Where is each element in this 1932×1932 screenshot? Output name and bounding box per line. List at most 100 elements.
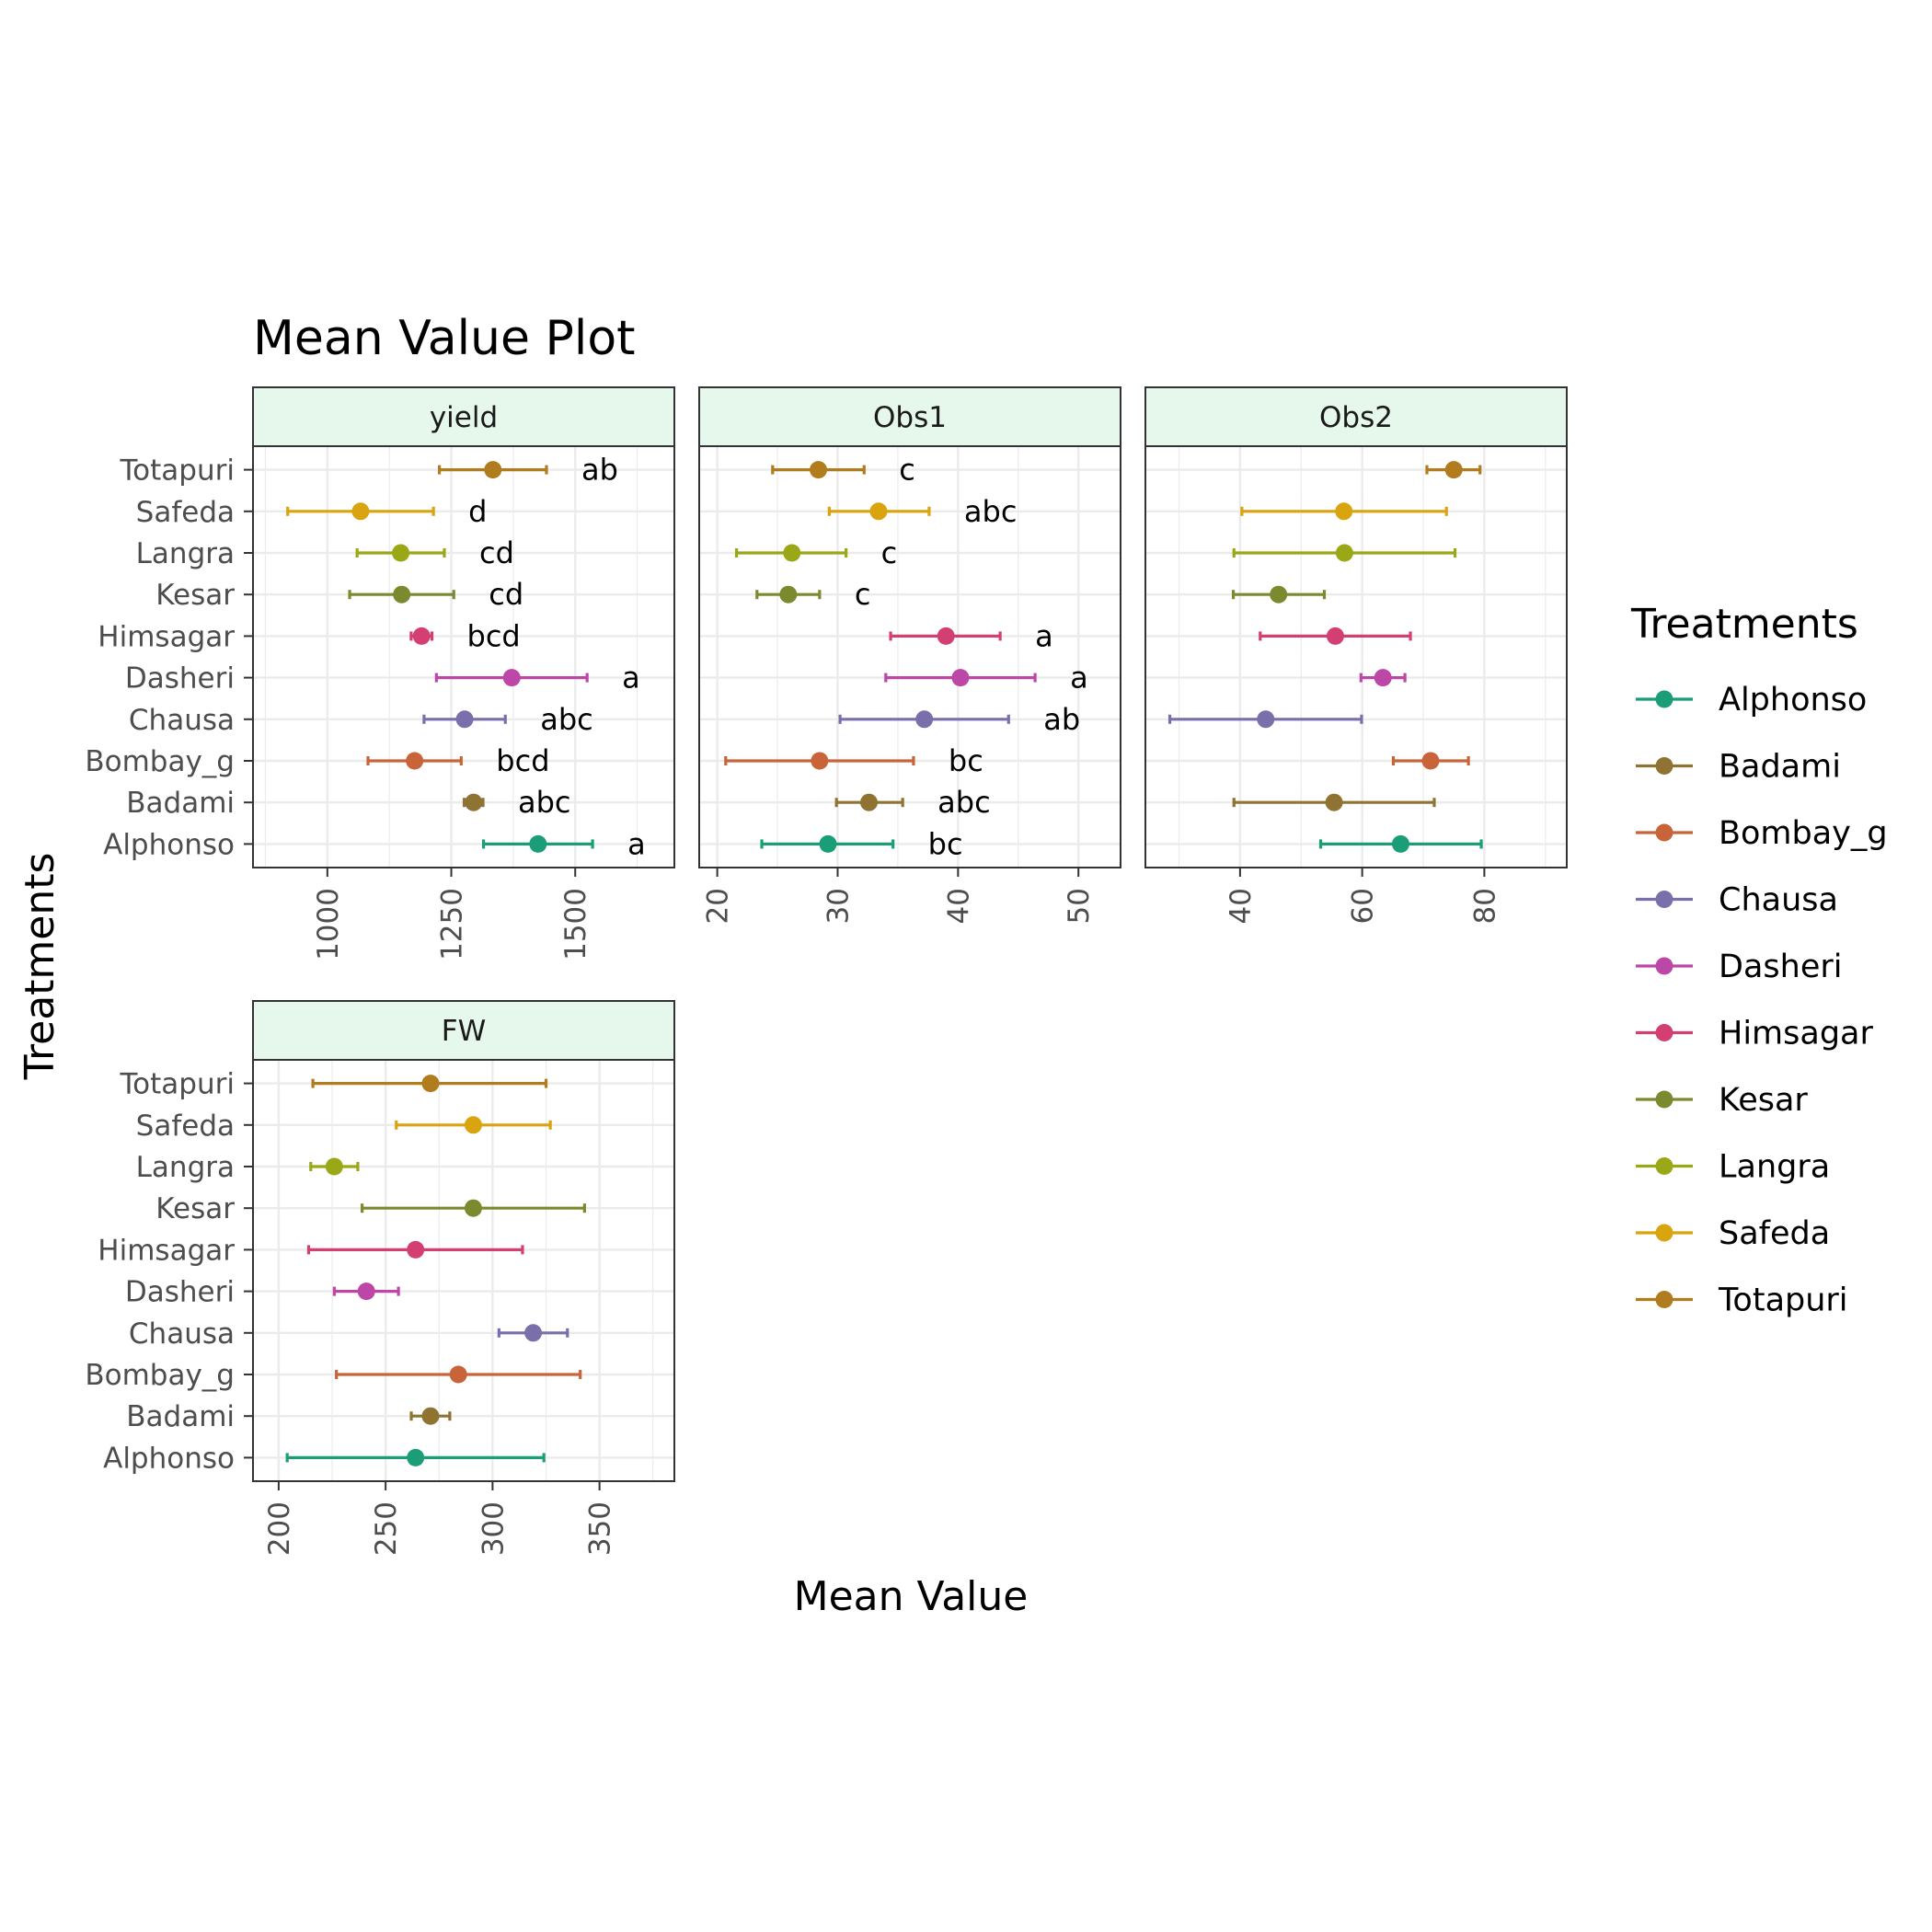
facet-panels: aabcbcdabcabcdcdcddabyieldAlphonsoBadami… [85, 386, 1568, 1556]
row-obs2-himsagar [1259, 627, 1412, 645]
group-letter: abc [540, 702, 593, 737]
y-tick-label-alphonso: Alphonso [103, 1442, 235, 1475]
mean-point [1270, 585, 1288, 604]
group-letter: abc [518, 785, 571, 820]
y-tick-label-badami: Badami [126, 787, 235, 820]
group-letter: a [1070, 661, 1088, 696]
row-obs2-totapuri [1425, 461, 1482, 479]
mean-point [1421, 752, 1440, 770]
legend-title: Treatments [1630, 601, 1858, 648]
legend-key-point [1655, 690, 1673, 708]
row-fw-chausa [497, 1324, 569, 1342]
legend-key-point [1655, 757, 1673, 775]
legend-label: Dasheri [1719, 949, 1842, 985]
legend-key-point [1655, 1157, 1673, 1175]
legend-label: Himsagar [1719, 1016, 1873, 1052]
mean-point [392, 544, 410, 562]
legend-key-point [1655, 1224, 1673, 1242]
row-yield-himsagar: bcd [409, 618, 521, 653]
legend-key-point [1655, 1291, 1673, 1308]
legend-item-dasheri: Dasheri [1636, 949, 1842, 985]
row-yield-badami: abc [462, 785, 571, 820]
panel-background [253, 446, 674, 868]
row-obs2-chausa [1167, 710, 1363, 729]
row-yield-safeda: d [286, 494, 487, 529]
legend-item-chausa: Chausa [1636, 882, 1838, 919]
panel-background [1145, 446, 1567, 868]
y-tick-label-chausa: Chausa [129, 1317, 235, 1351]
row-yield-langra: cd [355, 535, 514, 570]
mean-point [421, 1407, 440, 1425]
group-letter: c [855, 577, 871, 612]
legend-item-himsagar: Himsagar [1636, 1016, 1873, 1052]
row-obs1-alphonso: bc [760, 826, 963, 861]
legend-item-safeda: Safeda [1636, 1215, 1830, 1252]
row-obs2-bombay_g [1391, 752, 1470, 770]
mean-point [1374, 669, 1392, 687]
row-obs1-totapuri: c [771, 453, 915, 488]
group-letter: cd [479, 535, 514, 570]
row-fw-badami [409, 1407, 452, 1425]
group-letter: abc [964, 494, 1018, 529]
x-tick-label: 50 [1063, 888, 1096, 924]
mean-point [810, 461, 828, 479]
x-tick-label: 30 [822, 888, 855, 924]
mean-point [407, 1240, 425, 1259]
row-yield-totapuri: ab [437, 453, 618, 488]
x-tick-label: 300 [477, 1501, 510, 1556]
x-tick-label: 250 [370, 1501, 403, 1556]
x-tick-label: 20 [702, 888, 735, 924]
group-letter: bc [949, 743, 983, 778]
row-yield-bombay_g: bcd [366, 743, 550, 778]
y-axis-title: Treatments [17, 853, 63, 1081]
x-tick-label: 350 [584, 1501, 617, 1556]
mean-point [455, 710, 474, 729]
legend-key-point [1655, 891, 1673, 908]
mean-point [464, 1199, 482, 1217]
legend-item-kesar: Kesar [1636, 1082, 1808, 1119]
legend-key-point [1655, 1090, 1673, 1109]
y-tick-label-safeda: Safeda [136, 496, 235, 529]
row-yield-kesar: cd [348, 577, 523, 612]
group-letter: a [627, 826, 646, 861]
x-tick-label: 40 [942, 888, 975, 924]
legend-label: Chausa [1719, 882, 1838, 919]
mean-point [1335, 544, 1353, 562]
group-letter: cd [489, 577, 523, 612]
row-obs2-safeda [1240, 502, 1448, 521]
mean-point [951, 669, 970, 687]
group-letter: abc [937, 785, 991, 820]
legend: Treatments Alphonso Badami Bombay_g Chausa Da… [1630, 601, 1888, 1319]
legend-key-point [1655, 1024, 1673, 1041]
mean-point [819, 834, 837, 853]
group-letter: c [899, 453, 915, 488]
row-obs2-langra [1232, 544, 1457, 562]
group-letter: bc [928, 826, 963, 861]
group-letter: a [622, 661, 640, 696]
row-fw-himsagar [306, 1240, 524, 1259]
x-axis-title: Mean Value [794, 1573, 1029, 1620]
strip-label: Obs1 [873, 401, 947, 434]
x-tick-label: 200 [263, 1501, 296, 1556]
group-letter: bcd [496, 743, 549, 778]
legend-label: Kesar [1719, 1082, 1808, 1119]
row-obs1-dasheri: a [884, 661, 1088, 696]
mean-point [779, 585, 798, 604]
strip-fw [252, 1000, 675, 1061]
strip-label: FW [442, 1015, 486, 1048]
row-obs2-alphonso [1318, 834, 1483, 853]
mean-point [421, 1075, 440, 1093]
legend-label: Bombay_g [1719, 815, 1888, 852]
mean-point [1325, 793, 1343, 811]
y-tick-label-langra: Langra [136, 537, 235, 570]
y-tick-label-chausa: Chausa [129, 704, 235, 737]
x-tick-label: 60 [1347, 888, 1380, 924]
legend-key-point [1655, 957, 1673, 975]
row-fw-alphonso [285, 1448, 546, 1466]
row-obs1-chausa: ab [838, 702, 1080, 737]
mean-point [465, 793, 483, 811]
panel-fw: FW Alphonso Badami Bombay_g Chausa Dasheri Him… [85, 1000, 675, 1556]
row-fw-kesar [360, 1199, 586, 1217]
y-tick-label-kesar: Kesar [155, 579, 235, 612]
x-tick-label: 1250 [436, 888, 469, 960]
